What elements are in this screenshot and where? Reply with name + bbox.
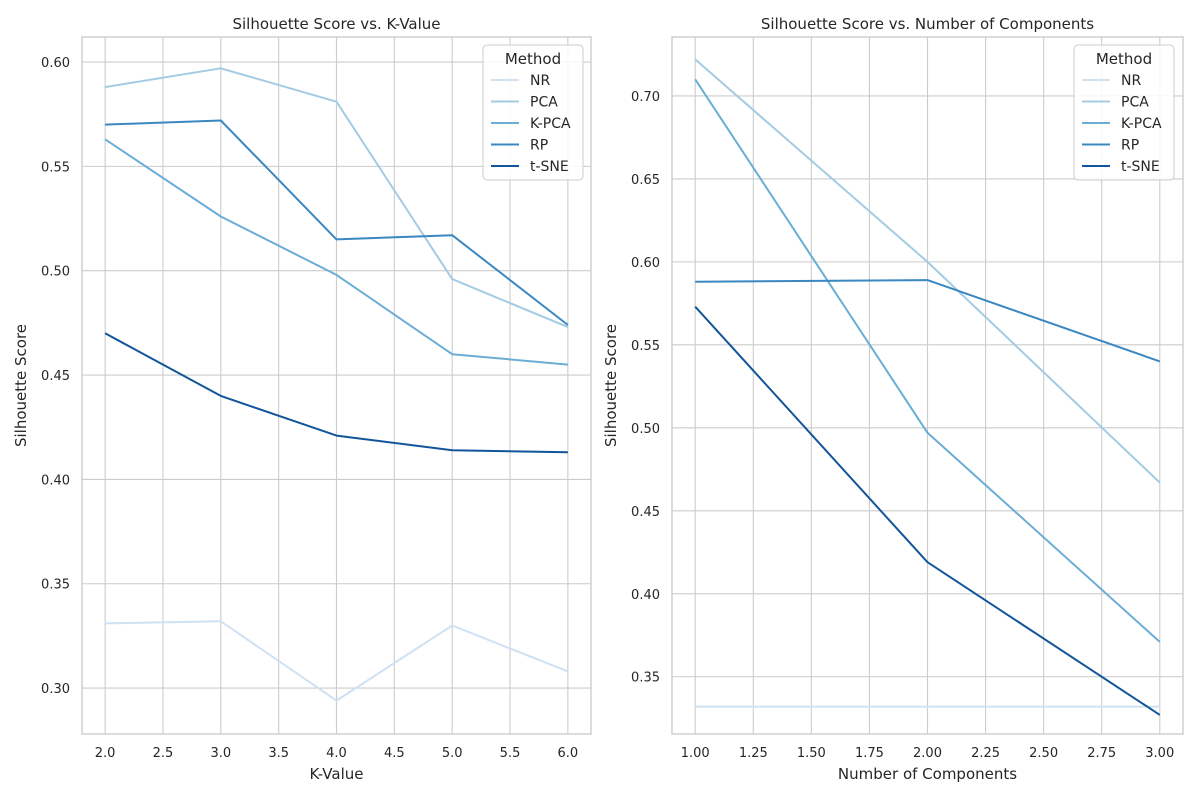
legend-entry-t-sne: t-SNE xyxy=(530,159,569,175)
legend-entry-nr: NR xyxy=(1121,73,1141,89)
legend-title: Method xyxy=(1096,50,1152,68)
x-axis-label: K-Value xyxy=(310,765,364,783)
series-line-nr xyxy=(105,620,569,702)
series-line-pca xyxy=(694,58,1161,484)
legend-box xyxy=(482,44,584,181)
chart-title: Silhouette Score vs. K-Value xyxy=(232,15,440,33)
x-tick-label: 2.75 xyxy=(1087,746,1116,761)
y-tick-label: 0.70 xyxy=(631,90,660,105)
y-tick-label: 0.65 xyxy=(631,173,660,188)
y-tick-label: 0.40 xyxy=(41,473,70,488)
y-tick-label: 0.45 xyxy=(41,369,70,384)
y-tick-label: 0.50 xyxy=(631,422,660,437)
axes-frame xyxy=(81,36,592,735)
x-tick-label: 1.25 xyxy=(739,746,768,761)
x-tick-label: 2.5 xyxy=(153,746,174,761)
legend-entry-pca: PCA xyxy=(1121,95,1149,111)
x-tick-label: 3.5 xyxy=(268,746,289,761)
x-axis-label: Number of Components xyxy=(838,765,1017,783)
y-tick-label: 0.45 xyxy=(631,505,660,520)
legend-entry-nr: NR xyxy=(530,73,550,89)
series-line-rp xyxy=(105,119,569,326)
legend-entry-rp: RP xyxy=(530,138,548,154)
right-chart-panel: 1.00 1.25 1.50 1.75 2.00 2.25 2.50 2.75 3.00 0.35… xyxy=(602,15,1184,783)
legend-entry-t-sne: t-SNE xyxy=(1121,159,1160,175)
y-axis-label: Silhouette Score xyxy=(12,324,30,447)
legend-entry-k-pca: K-PCA xyxy=(1121,116,1162,132)
left-chart-panel: 2.0 2.5 3.0 3.5 4.0 4.5 5.0 5.5 6.0 0.30 0.35 0.40 0… xyxy=(12,15,592,783)
x-tick-label: 2.50 xyxy=(1029,746,1058,761)
x-tick-label: 2.0 xyxy=(95,746,116,761)
x-tick-label: 5.5 xyxy=(500,746,521,761)
y-tick-label: 0.30 xyxy=(41,682,70,697)
y-axis-label: Silhouette Score xyxy=(602,324,620,447)
legend-title: Method xyxy=(505,50,561,68)
legend-entry-k-pca: K-PCA xyxy=(530,116,571,132)
y-tick-label: 0.60 xyxy=(631,256,660,271)
y-tick-label: 0.50 xyxy=(41,265,70,280)
x-tick-label: 3.0 xyxy=(210,746,231,761)
y-tick-label: 0.60 xyxy=(41,56,70,71)
y-tick-label: 0.40 xyxy=(631,588,660,603)
x-tick-label: 4.0 xyxy=(326,746,347,761)
x-tick-label: 1.75 xyxy=(855,746,884,761)
x-tick-label: 3.00 xyxy=(1145,746,1174,761)
y-tick-label: 0.55 xyxy=(41,160,70,175)
y-tick-label: 0.35 xyxy=(631,671,660,686)
y-tick-label: 0.35 xyxy=(41,578,70,593)
x-tick-label: 2.00 xyxy=(913,746,942,761)
x-tick-label: 1.00 xyxy=(681,746,710,761)
x-tick-label: 2.25 xyxy=(971,746,1000,761)
legend-entry-pca: PCA xyxy=(530,95,558,111)
x-tick-label: 4.5 xyxy=(384,746,405,761)
series-line-k-pca xyxy=(694,78,1161,643)
x-tick-label: 6.0 xyxy=(558,746,579,761)
legend-box xyxy=(1073,44,1175,181)
series-line-t-sne xyxy=(104,332,568,454)
series-line-rp xyxy=(695,279,1161,363)
series-line-t-sne xyxy=(694,306,1161,716)
x-tick-label: 5.0 xyxy=(442,746,463,761)
axes-frame xyxy=(671,36,1184,735)
y-tick-label: 0.55 xyxy=(631,339,660,354)
series-line-pca xyxy=(104,67,569,329)
x-tick-label: 1.50 xyxy=(797,746,826,761)
series-line-k-pca xyxy=(104,138,568,366)
chart-title: Silhouette Score vs. Number of Component… xyxy=(761,15,1094,33)
legend-entry-rp: RP xyxy=(1121,138,1139,154)
